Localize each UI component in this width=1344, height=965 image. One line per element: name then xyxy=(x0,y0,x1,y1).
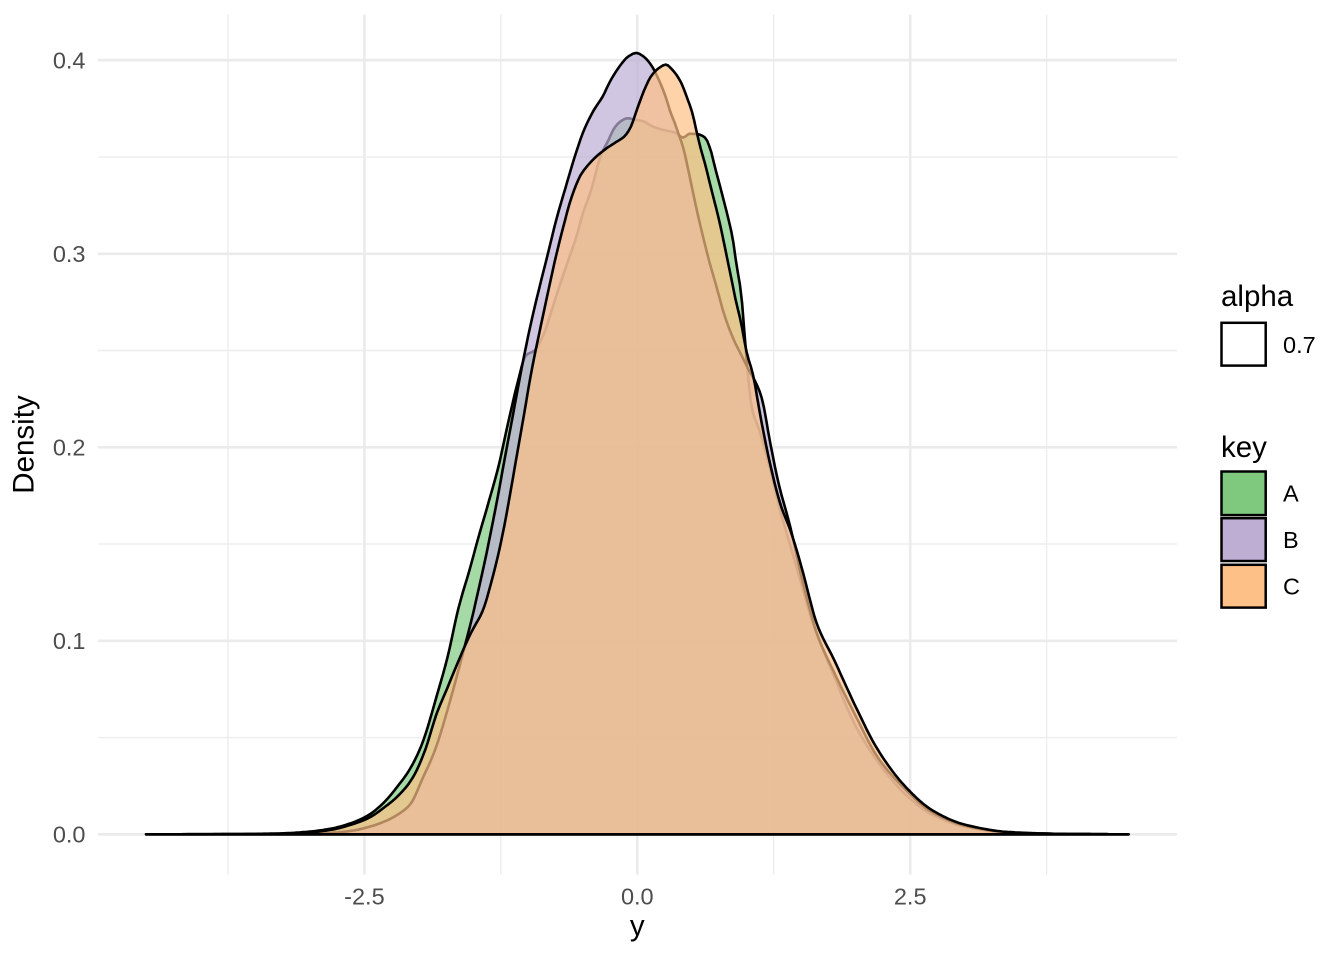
svg-text:0.4: 0.4 xyxy=(53,48,86,74)
svg-text:0.1: 0.1 xyxy=(53,628,86,654)
svg-text:0.0: 0.0 xyxy=(621,884,654,910)
svg-text:Density: Density xyxy=(8,395,41,494)
svg-text:-2.5: -2.5 xyxy=(344,884,385,910)
svg-text:B: B xyxy=(1283,527,1299,553)
svg-text:0.7: 0.7 xyxy=(1283,332,1316,358)
svg-text:0.3: 0.3 xyxy=(53,241,86,267)
svg-text:alpha: alpha xyxy=(1221,280,1294,313)
svg-text:0.2: 0.2 xyxy=(53,435,86,461)
svg-text:0.0: 0.0 xyxy=(53,822,86,848)
svg-text:key: key xyxy=(1221,431,1267,464)
svg-text:C: C xyxy=(1283,574,1300,600)
svg-text:A: A xyxy=(1283,481,1299,507)
svg-text:y: y xyxy=(630,910,645,943)
svg-text:2.5: 2.5 xyxy=(894,884,927,910)
